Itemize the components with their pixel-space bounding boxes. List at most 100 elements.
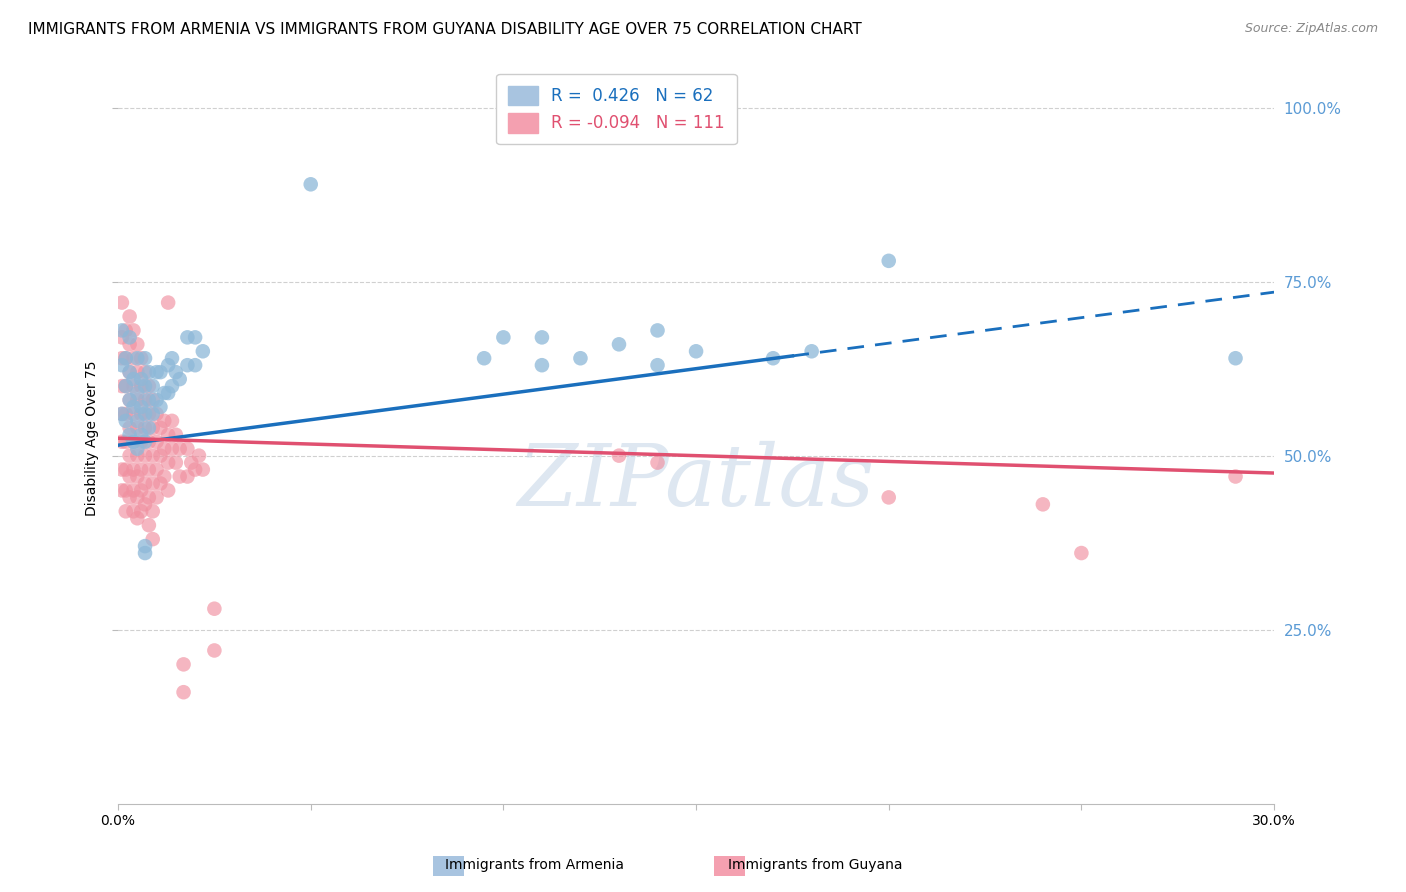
Point — [129, 372, 152, 386]
Point — [184, 462, 207, 476]
Point — [145, 434, 167, 449]
Point — [129, 379, 152, 393]
Point — [138, 407, 160, 421]
Point — [165, 427, 187, 442]
Point — [202, 643, 225, 657]
Point — [129, 407, 152, 421]
Point — [142, 476, 165, 491]
Point — [142, 407, 165, 421]
Point — [157, 295, 180, 310]
Point — [157, 358, 180, 372]
Point — [191, 344, 214, 359]
Point — [118, 365, 141, 379]
Point — [202, 601, 225, 615]
Point — [118, 337, 141, 351]
Point — [607, 449, 630, 463]
Point — [114, 379, 136, 393]
Point — [299, 178, 322, 192]
Point — [134, 392, 156, 407]
Point — [176, 442, 198, 456]
Y-axis label: Disability Age Over 75: Disability Age Over 75 — [86, 360, 100, 516]
Point — [134, 449, 156, 463]
Point — [118, 310, 141, 324]
Point — [145, 365, 167, 379]
Point — [111, 323, 134, 337]
Point — [118, 469, 141, 483]
Point — [127, 449, 149, 463]
Point — [472, 351, 495, 366]
Point — [122, 400, 145, 414]
Point — [127, 442, 149, 456]
Point — [138, 491, 160, 505]
Point — [122, 462, 145, 476]
Point — [145, 392, 167, 407]
Point — [188, 449, 211, 463]
Point — [145, 491, 167, 505]
Point — [138, 392, 160, 407]
Point — [129, 427, 152, 442]
Point — [762, 351, 785, 366]
Point — [1225, 469, 1247, 483]
Point — [118, 392, 141, 407]
Point — [530, 330, 553, 344]
Point — [134, 421, 156, 435]
Point — [149, 421, 172, 435]
Text: Immigrants from Armenia: Immigrants from Armenia — [444, 858, 624, 872]
Point — [153, 469, 176, 483]
Point — [134, 497, 156, 511]
Point — [647, 358, 669, 372]
Point — [142, 379, 165, 393]
Point — [184, 330, 207, 344]
Point — [1032, 497, 1054, 511]
Point — [127, 386, 149, 401]
Point — [114, 351, 136, 366]
Point — [184, 358, 207, 372]
Point — [169, 372, 191, 386]
Point — [169, 442, 191, 456]
Legend: R =  0.426   N = 62, R = -0.094   N = 111: R = 0.426 N = 62, R = -0.094 N = 111 — [496, 74, 737, 145]
Point — [114, 462, 136, 476]
Point — [149, 476, 172, 491]
Point — [134, 539, 156, 553]
Point — [111, 483, 134, 498]
Text: Source: ZipAtlas.com: Source: ZipAtlas.com — [1244, 22, 1378, 36]
Point — [569, 351, 592, 366]
Point — [127, 392, 149, 407]
Point — [877, 253, 900, 268]
Point — [142, 504, 165, 518]
Point — [129, 483, 152, 498]
Point — [114, 351, 136, 366]
Point — [127, 351, 149, 366]
Point — [685, 344, 707, 359]
Point — [118, 449, 141, 463]
Point — [142, 421, 165, 435]
Point — [138, 518, 160, 533]
Point — [122, 372, 145, 386]
Point — [114, 483, 136, 498]
Point — [122, 407, 145, 421]
Point — [122, 351, 145, 366]
Point — [127, 421, 149, 435]
Point — [153, 442, 176, 456]
Point — [122, 434, 145, 449]
Point — [157, 386, 180, 401]
Text: Immigrants from Guyana: Immigrants from Guyana — [728, 858, 903, 872]
Point — [176, 469, 198, 483]
Point — [157, 427, 180, 442]
Point — [134, 351, 156, 366]
Point — [127, 365, 149, 379]
Point — [114, 407, 136, 421]
Point — [134, 476, 156, 491]
Point — [149, 400, 172, 414]
Point — [111, 295, 134, 310]
Point — [118, 365, 141, 379]
Point — [118, 392, 141, 407]
Point — [134, 434, 156, 449]
Point — [138, 462, 160, 476]
Point — [176, 330, 198, 344]
Point — [129, 504, 152, 518]
Point — [165, 365, 187, 379]
Point — [111, 434, 134, 449]
Point — [647, 323, 669, 337]
Point — [122, 434, 145, 449]
